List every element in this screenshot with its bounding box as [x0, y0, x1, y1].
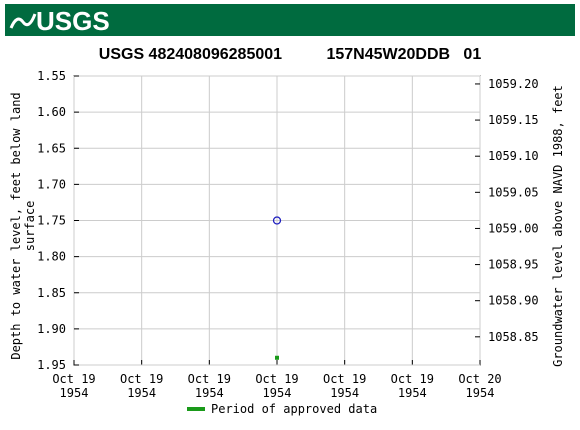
x-tick-label: Oct 19 1954 [323, 372, 366, 400]
x-tick-label: Oct 19 1954 [120, 372, 163, 400]
y2-tick-label: 1059.15 [488, 113, 539, 127]
logo-icon [9, 13, 37, 29]
y2-tick-label: 1059.20 [488, 77, 539, 91]
x-tick-label: Oct 19 1954 [188, 372, 231, 400]
x-tick-label: Oct 19 1954 [52, 372, 95, 400]
chart-title: USGS 482408096285001 157N45W20DDB 01 [99, 46, 482, 63]
y-tick-label: 1.80 [37, 250, 66, 264]
data-point [272, 216, 282, 225]
y-tick-label: 1.65 [37, 141, 66, 155]
x-tick-label: Oct 19 1954 [255, 372, 298, 400]
y-tick-label: 1.70 [37, 177, 66, 191]
y-tick-label: 1.95 [37, 358, 66, 372]
y2-tick-label: 1058.90 [488, 294, 539, 308]
logo: USGS [36, 6, 110, 36]
y-tick-label: 1.75 [37, 214, 66, 228]
y2-axis-label: Groundwater level above NAVD 1988, feet [551, 85, 565, 367]
y-tick-label: 1.55 [37, 69, 66, 83]
y2-tick-label: 1059.00 [488, 221, 539, 235]
y2-tick-label: 1059.10 [488, 149, 539, 163]
y-tick-label: 1.60 [37, 105, 66, 119]
y2-tick-label: 1058.85 [488, 330, 539, 344]
y-axis-label: Depth to water level, feet below landsur… [9, 92, 37, 359]
approved-marker [275, 355, 279, 360]
x-tick-label: Oct 19 1954 [391, 372, 434, 400]
y-tick-label: 1.90 [37, 322, 66, 336]
header-bar [5, 4, 575, 36]
y2-tick-label: 1059.05 [488, 185, 539, 199]
y2-tick-label: 1058.95 [488, 258, 539, 272]
x-tick-label: Oct 20 1954 [458, 372, 501, 400]
y-tick-label: 1.85 [37, 286, 66, 300]
legend-label: Period of approved data [211, 402, 377, 416]
